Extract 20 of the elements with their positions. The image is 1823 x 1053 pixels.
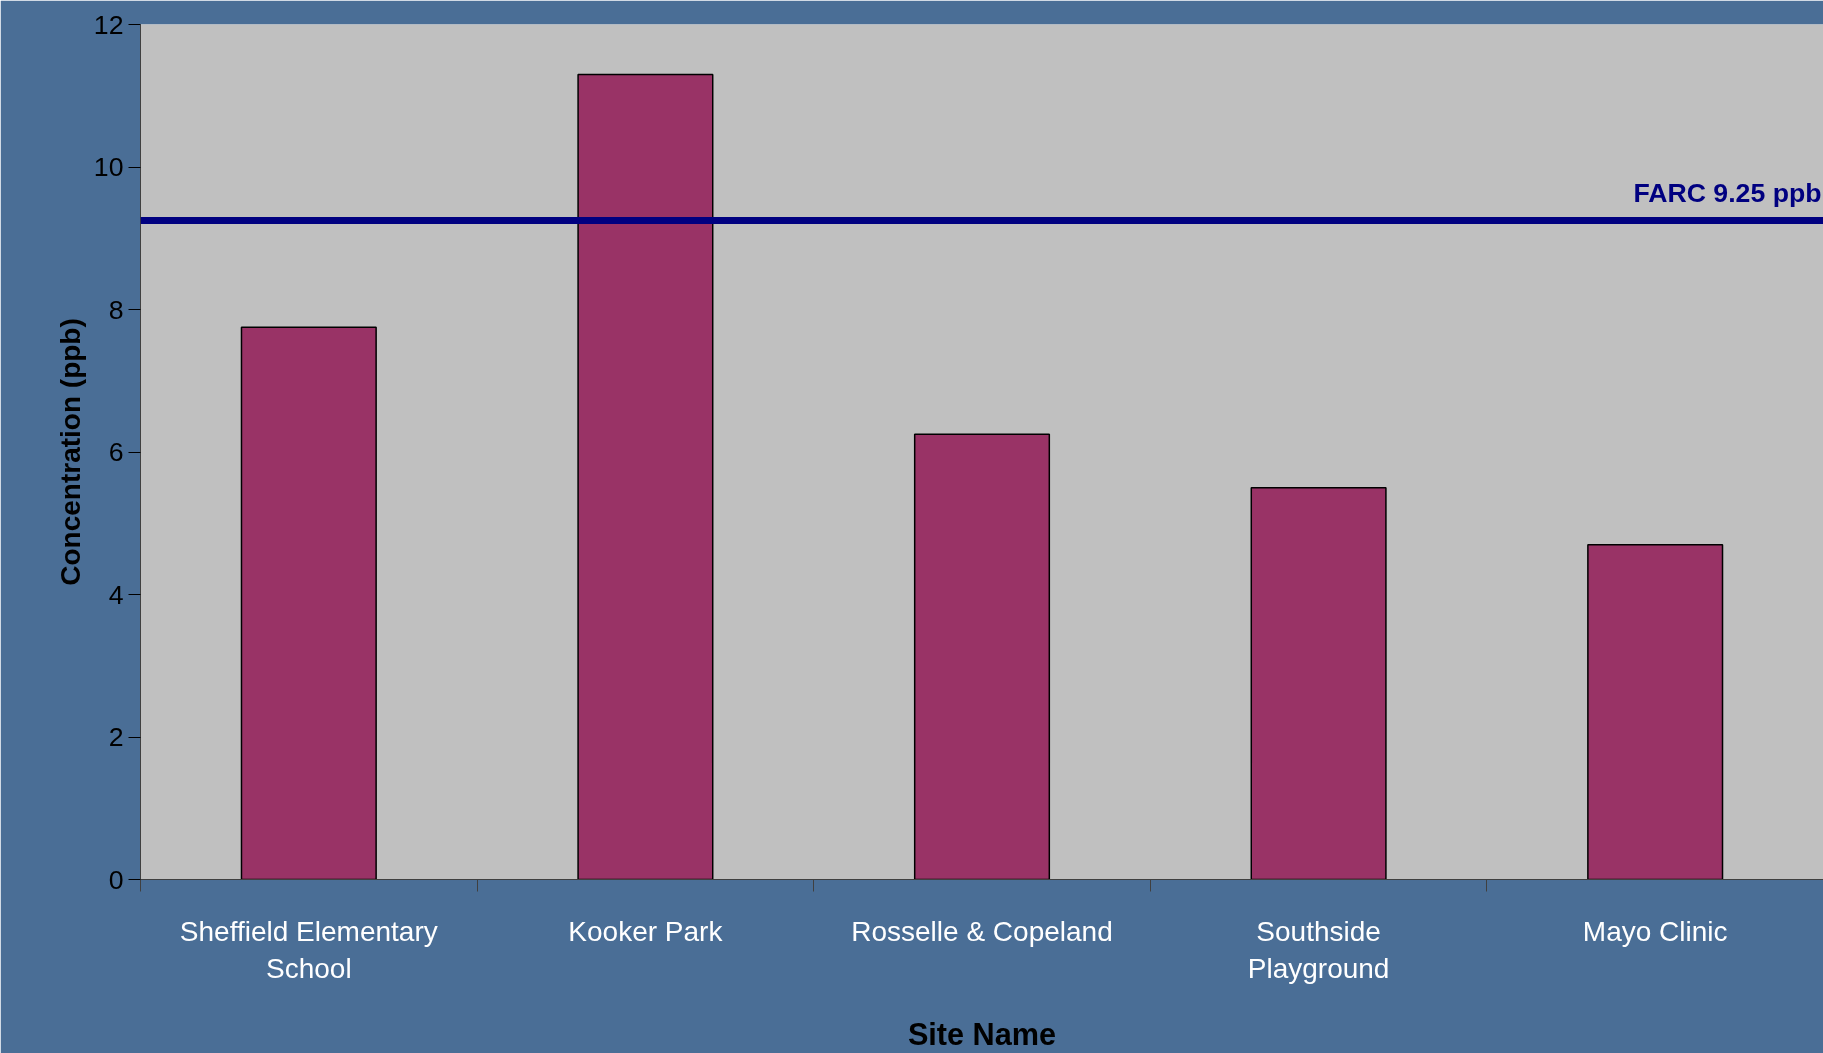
y-tick-label: 4 <box>108 579 124 610</box>
bar <box>913 433 1051 880</box>
bar <box>240 326 377 880</box>
x-axis-title: Site Name <box>907 1016 1057 1051</box>
x-tick-label: Mayo Clinic <box>1582 915 1728 947</box>
bar <box>577 73 714 880</box>
y-tick-label: 8 <box>108 294 124 325</box>
y-tick-label: 10 <box>93 152 124 182</box>
bar <box>1250 486 1387 880</box>
y-tick-label: 6 <box>108 437 124 467</box>
y-axis-title: Concentration (ppb) <box>54 318 86 586</box>
x-tick-label: Southside Playground <box>1247 915 1390 984</box>
x-tick-label: Kooker Park <box>568 915 724 947</box>
bar <box>1587 543 1724 880</box>
x-tick-label: Rosselle & Copeland <box>851 915 1113 947</box>
y-tick-label: 12 <box>93 9 124 40</box>
x-tick-label: Sheffield Elementary School <box>179 915 438 984</box>
y-tick-label: 2 <box>108 722 124 752</box>
y-tick-label: 0 <box>108 864 124 895</box>
ref-line-label: FARC 9.25 ppb <box>1633 178 1822 209</box>
